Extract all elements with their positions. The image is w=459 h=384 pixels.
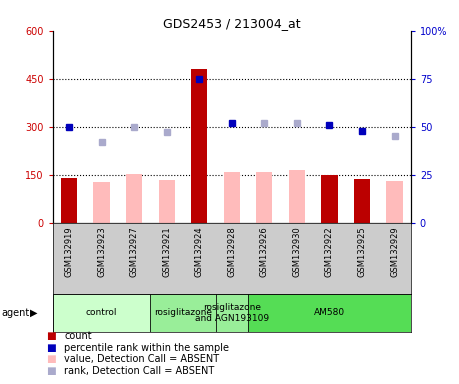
Text: GSM132928: GSM132928 bbox=[227, 226, 236, 277]
Text: AM580: AM580 bbox=[314, 308, 345, 318]
Bar bbox=[216, 294, 248, 332]
Text: ■: ■ bbox=[46, 366, 56, 376]
Bar bbox=[191, 69, 207, 223]
Text: GSM132929: GSM132929 bbox=[390, 226, 399, 277]
Text: count: count bbox=[64, 331, 92, 341]
Bar bbox=[94, 182, 110, 223]
Text: ■: ■ bbox=[46, 343, 56, 353]
Text: percentile rank within the sample: percentile rank within the sample bbox=[64, 343, 229, 353]
Text: rosiglitazone: rosiglitazone bbox=[154, 308, 212, 318]
Bar bbox=[224, 172, 240, 223]
Text: GSM132922: GSM132922 bbox=[325, 226, 334, 277]
Text: agent: agent bbox=[1, 308, 30, 318]
Text: GSM132926: GSM132926 bbox=[260, 226, 269, 277]
Bar bbox=[53, 294, 151, 332]
Text: GSM132930: GSM132930 bbox=[292, 226, 302, 277]
Text: rank, Detection Call = ABSENT: rank, Detection Call = ABSENT bbox=[64, 366, 214, 376]
Title: GDS2453 / 213004_at: GDS2453 / 213004_at bbox=[163, 17, 301, 30]
Text: GSM132925: GSM132925 bbox=[358, 226, 366, 277]
Bar bbox=[354, 179, 370, 223]
Text: value, Detection Call = ABSENT: value, Detection Call = ABSENT bbox=[64, 354, 219, 364]
Text: GSM132924: GSM132924 bbox=[195, 226, 204, 277]
Bar bbox=[289, 170, 305, 223]
Bar bbox=[321, 175, 337, 223]
Text: GSM132921: GSM132921 bbox=[162, 226, 171, 277]
Bar bbox=[248, 294, 411, 332]
Bar bbox=[126, 174, 142, 223]
Text: GSM132927: GSM132927 bbox=[129, 226, 139, 277]
Text: ▶: ▶ bbox=[30, 308, 38, 318]
Bar bbox=[386, 181, 403, 223]
Bar bbox=[256, 172, 273, 223]
Bar bbox=[151, 294, 216, 332]
Bar bbox=[158, 180, 175, 223]
Text: rosiglitazone
and AGN193109: rosiglitazone and AGN193109 bbox=[195, 303, 269, 323]
Text: control: control bbox=[86, 308, 118, 318]
Bar bbox=[61, 178, 77, 223]
Text: GSM132923: GSM132923 bbox=[97, 226, 106, 277]
Text: ■: ■ bbox=[46, 354, 56, 364]
Text: GSM132919: GSM132919 bbox=[65, 226, 73, 277]
Text: ■: ■ bbox=[46, 331, 56, 341]
